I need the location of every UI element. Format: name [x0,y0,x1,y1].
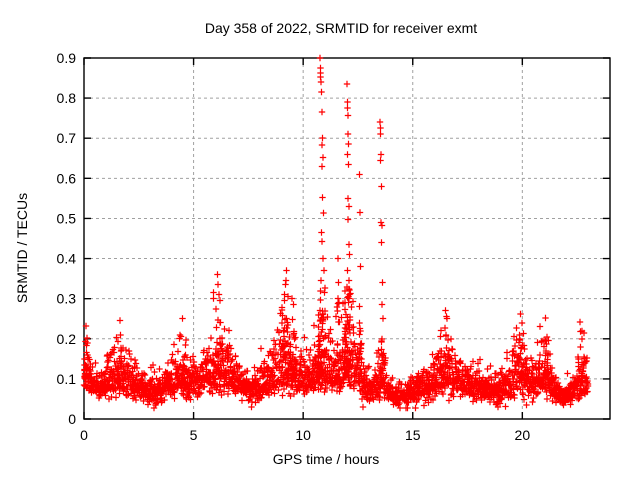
x-tick-label: 10 [295,427,311,443]
x-tick-label: 5 [190,427,198,443]
grid-lines [84,58,610,419]
y-tick-label: 0.4 [57,251,77,267]
y-tick-label: 0.1 [57,371,77,387]
y-tick-label: 0.2 [57,331,77,347]
x-tick-label: 0 [80,427,88,443]
y-axis-label: SRMTID / TECUs [14,193,30,303]
x-tick-labels: 0 5 10 15 20 [80,427,530,443]
y-tick-label: 0.5 [57,210,77,226]
y-tick-label: 0.3 [57,291,77,307]
y-tick-label: 0.6 [57,170,77,186]
scatter-points [80,54,592,412]
y-tick-label: 0.8 [57,90,77,106]
x-tick-label: 15 [405,427,421,443]
x-tick-label: 20 [515,427,531,443]
chart-title: Day 358 of 2022, SRMTID for receiver exm… [205,20,477,36]
y-tick-label: 0.7 [57,130,77,146]
grid-path [84,58,610,419]
plot-border [83,57,611,420]
x-axis-label: GPS time / hours [273,451,380,467]
y-tick-labels: 0 0.1 0.2 0.3 0.4 0.5 0.6 0.7 0.8 0.9 [57,50,77,427]
y-tick-label: 0 [68,411,76,427]
y-tick-label: 0.9 [57,50,77,66]
